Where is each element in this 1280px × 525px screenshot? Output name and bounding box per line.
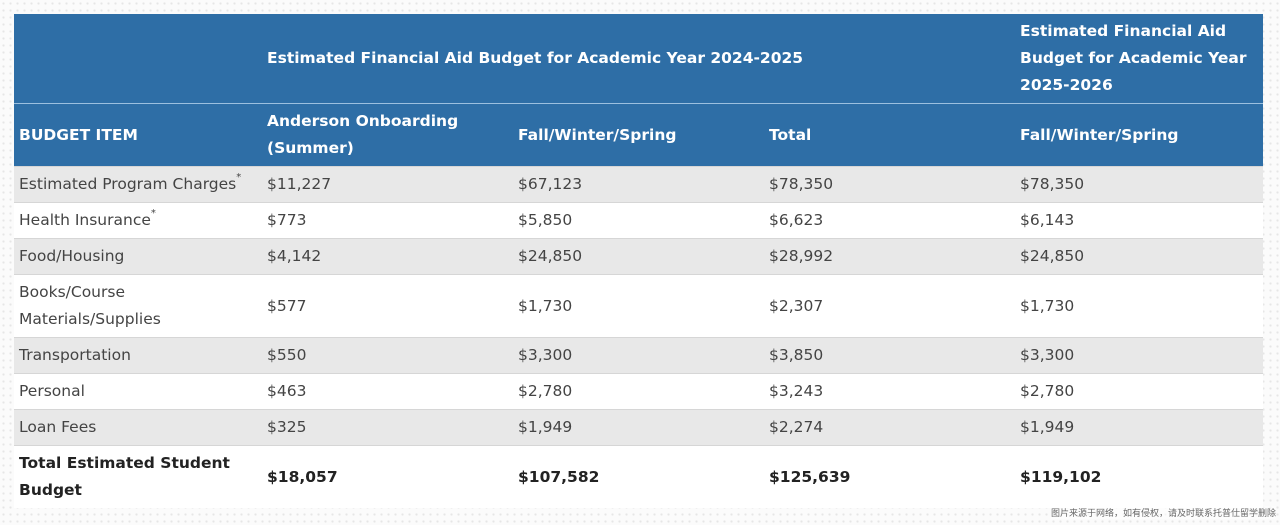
total-label: Total Estimated Student Budget xyxy=(14,445,262,508)
cell-value: $3,300 xyxy=(513,337,764,374)
cell-value: $1,949 xyxy=(1015,409,1264,446)
cell-value: $773 xyxy=(262,202,513,239)
cell-value: $1,949 xyxy=(513,409,764,446)
cell-value: $11,227 xyxy=(262,166,513,203)
footnote-marker: * xyxy=(150,208,156,219)
row-label: Books/Course Materials/Supplies xyxy=(14,274,262,338)
footnote-marker: * xyxy=(236,172,242,183)
table-row: Health Insurance* $773 $5,850 $6,623 $6,… xyxy=(14,202,1264,239)
total-value: $18,057 xyxy=(262,445,513,508)
header-anderson-onboarding: Anderson Onboarding (Summer) xyxy=(262,103,513,167)
cell-value: $463 xyxy=(262,373,513,410)
image-source-watermark: 图片来源于网络，如有侵权，请及时联系托普仕留学删除 xyxy=(1050,506,1276,519)
header-row-years: Estimated Financial Aid Budget for Acade… xyxy=(14,14,1264,104)
header-year-2024-2025: Estimated Financial Aid Budget for Acade… xyxy=(262,14,1016,104)
table-row: Transportation $550 $3,300 $3,850 $3,300 xyxy=(14,337,1264,374)
table-row: Food/Housing $4,142 $24,850 $28,992 $24,… xyxy=(14,238,1264,275)
total-value: $107,582 xyxy=(513,445,764,508)
cell-value: $28,992 xyxy=(764,238,1016,275)
cell-value: $3,850 xyxy=(764,337,1016,374)
cell-value: $24,850 xyxy=(513,238,764,275)
budget-table-container: Estimated Financial Aid Budget for Acade… xyxy=(14,14,1264,508)
cell-value: $78,350 xyxy=(1015,166,1264,203)
cell-value: $3,300 xyxy=(1015,337,1264,374)
cell-value: $2,780 xyxy=(1015,373,1264,410)
header-fall-winter-spring-2024: Fall/Winter/Spring xyxy=(513,103,764,167)
cell-value: $6,623 xyxy=(764,202,1016,239)
header-row-columns: BUDGET ITEM Anderson Onboarding (Summer)… xyxy=(14,103,1264,167)
header-year-2025-2026: Estimated Financial Aid Budget for Acade… xyxy=(1015,14,1264,104)
row-label: Transportation xyxy=(14,337,262,374)
cell-value: $78,350 xyxy=(764,166,1016,203)
cell-value: $325 xyxy=(262,409,513,446)
header-empty-cell xyxy=(14,14,262,104)
total-value: $119,102 xyxy=(1015,445,1264,508)
table-row: Books/Course Materials/Supplies $577 $1,… xyxy=(14,274,1264,338)
table-row: Loan Fees $325 $1,949 $2,274 $1,949 xyxy=(14,409,1264,446)
header-fall-winter-spring-2025: Fall/Winter/Spring xyxy=(1015,103,1264,167)
table-row: Personal $463 $2,780 $3,243 $2,780 xyxy=(14,373,1264,410)
cell-value: $1,730 xyxy=(1015,274,1264,338)
total-value: $125,639 xyxy=(764,445,1016,508)
cell-value: $24,850 xyxy=(1015,238,1264,275)
cell-value: $5,850 xyxy=(513,202,764,239)
cell-value: $577 xyxy=(262,274,513,338)
cell-value: $6,143 xyxy=(1015,202,1264,239)
row-label: Health Insurance* xyxy=(14,202,262,239)
budget-table: Estimated Financial Aid Budget for Acade… xyxy=(14,14,1264,508)
row-label: Estimated Program Charges* xyxy=(14,166,262,203)
cell-value: $2,780 xyxy=(513,373,764,410)
row-label: Loan Fees xyxy=(14,409,262,446)
header-budget-item: BUDGET ITEM xyxy=(14,103,262,167)
table-row: Estimated Program Charges* $11,227 $67,1… xyxy=(14,166,1264,203)
cell-value: $2,274 xyxy=(764,409,1016,446)
cell-value: $550 xyxy=(262,337,513,374)
cell-value: $1,730 xyxy=(513,274,764,338)
cell-value: $67,123 xyxy=(513,166,764,203)
cell-value: $3,243 xyxy=(764,373,1016,410)
total-row: Total Estimated Student Budget $18,057 $… xyxy=(14,445,1264,508)
row-label: Food/Housing xyxy=(14,238,262,275)
cell-value: $2,307 xyxy=(764,274,1016,338)
header-total: Total xyxy=(764,103,1016,167)
row-label: Personal xyxy=(14,373,262,410)
cell-value: $4,142 xyxy=(262,238,513,275)
